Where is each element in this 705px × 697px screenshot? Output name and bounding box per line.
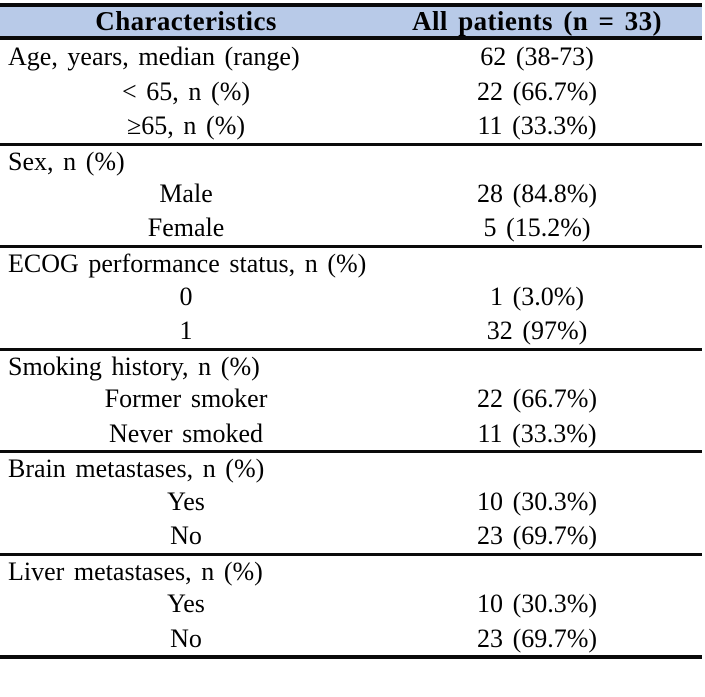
table-row: No 23 (69.7%)	[0, 621, 702, 655]
row-value: 10 (30.3%)	[476, 589, 598, 619]
row-value: 23 (69.7%)	[476, 521, 598, 551]
table-row-section: Sex, n (%)	[0, 142, 702, 177]
row-label: 0	[179, 281, 193, 311]
table-row: 1 32 (97%)	[0, 314, 702, 348]
row-label: ≥65, n (%)	[127, 110, 246, 140]
table-row: Yes 10 (30.3%)	[0, 587, 702, 621]
table-row: ≥65, n (%) 11 (33.3%)	[0, 108, 702, 142]
row-label: Sex, n (%)	[8, 146, 125, 176]
table-row-section: Brain metastases, n (%)	[0, 450, 702, 484]
row-value: 1 (3.0%)	[489, 281, 585, 311]
row-value: 10 (30.3%)	[476, 486, 598, 516]
row-value: 32 (97%)	[486, 315, 588, 345]
row-value: 11 (33.3%)	[477, 110, 597, 140]
table-row: Female 5 (15.2%)	[0, 211, 702, 245]
row-label: Brain metastases, n (%)	[8, 454, 265, 484]
table-row: Never smoked 11 (33.3%)	[0, 416, 702, 450]
table-row-section: ECOG performance status, n (%)	[0, 245, 702, 279]
row-label: Former smoker	[104, 384, 268, 414]
table-row: < 65, n (%) 22 (66.7%)	[0, 74, 702, 108]
row-value: 62 (38-73)	[480, 42, 594, 72]
table-row-section: Age, years, median (range) 62 (38-73)	[0, 40, 702, 74]
row-label: Yes	[167, 486, 205, 516]
row-value: 5 (15.2%)	[483, 213, 591, 243]
table-row-section: Liver metastases, n (%)	[0, 552, 702, 587]
row-label: ECOG performance status, n (%)	[8, 249, 367, 279]
row-label: No	[170, 521, 202, 551]
row-value: 11 (33.3%)	[477, 418, 597, 448]
table-row: Yes 10 (30.3%)	[0, 484, 702, 518]
table-row: 0 1 (3.0%)	[0, 279, 702, 313]
row-label: Liver metastases, n (%)	[8, 556, 263, 586]
table-row: Former smoker 22 (66.7%)	[0, 382, 702, 416]
table-row-section: Smoking history, n (%)	[0, 347, 702, 382]
patient-characteristics-table: Characteristics All patients (n = 33) Ag…	[0, 3, 702, 660]
row-label: Yes	[167, 589, 205, 619]
column-header-all-patients: All patients (n = 33)	[412, 6, 662, 37]
table-row: No 23 (69.7%)	[0, 519, 702, 553]
row-label: Male	[159, 179, 213, 209]
row-value: 23 (69.7%)	[476, 623, 598, 653]
row-value: 28 (84.8%)	[476, 179, 598, 209]
row-label: Smoking history, n (%)	[8, 351, 260, 381]
row-label: 1	[179, 315, 193, 345]
row-label: No	[170, 623, 202, 653]
row-label: Never smoked	[109, 418, 264, 448]
table-header-row: Characteristics All patients (n = 33)	[0, 7, 702, 40]
row-label: Age, years, median (range)	[8, 42, 300, 72]
row-value: 22 (66.7%)	[476, 76, 598, 106]
table-row: Male 28 (84.8%)	[0, 177, 702, 211]
table-body: Age, years, median (range) 62 (38-73) < 65…	[0, 40, 702, 655]
row-label: < 65, n (%)	[122, 76, 251, 106]
row-value: 22 (66.7%)	[476, 384, 598, 414]
row-label: Female	[147, 213, 225, 243]
column-header-characteristics: Characteristics	[95, 6, 277, 37]
